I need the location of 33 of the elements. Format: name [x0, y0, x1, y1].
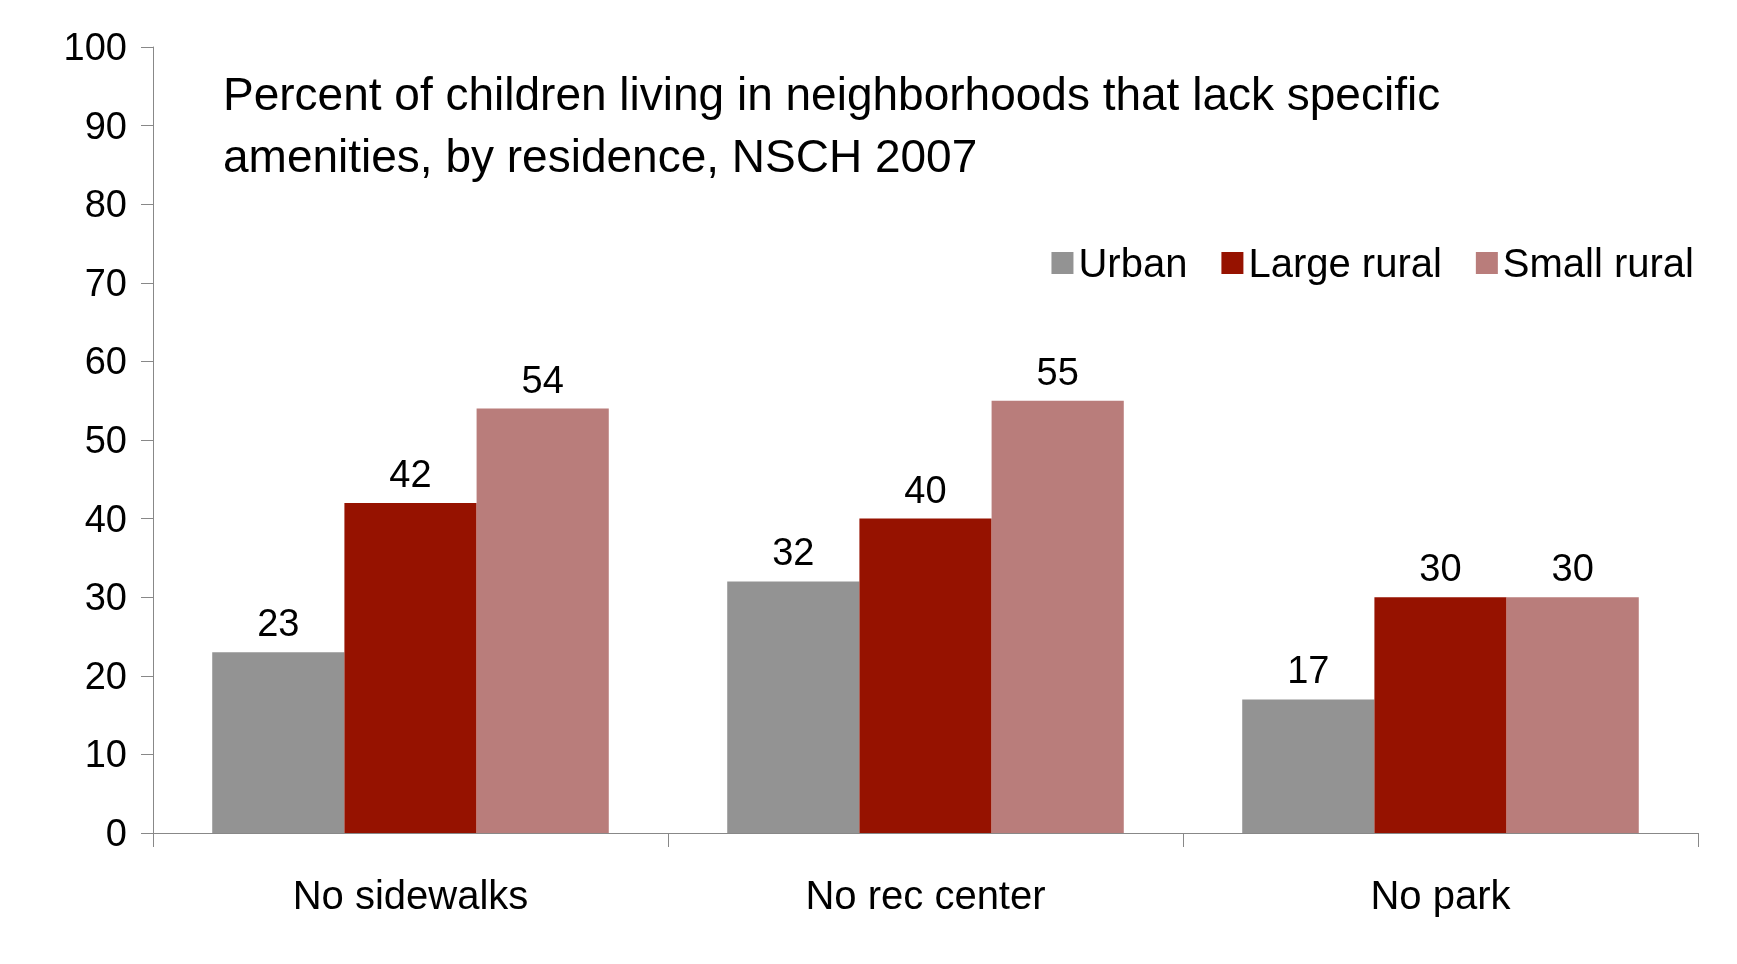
x-tick-label: No park [1370, 873, 1512, 917]
y-tick-label: 40 [84, 497, 127, 540]
bar [991, 400, 1124, 833]
bar [1374, 597, 1507, 833]
legend-label: Large rural [1248, 241, 1442, 285]
x-tick-label: No sidewalks [292, 873, 529, 917]
bar [859, 518, 992, 833]
legend-label: Urban [1078, 241, 1188, 285]
y-tick-label: 30 [84, 576, 127, 619]
x-tick-label: No rec center [805, 873, 1046, 917]
y-tick-label: 10 [84, 733, 127, 776]
data-label: 42 [389, 452, 432, 495]
y-tick-label: 90 [84, 104, 127, 147]
y-tick-label: 50 [84, 419, 127, 461]
text: Percent of children living in neighborhoods that lack specific amenities, by residence, NSCH 2007 [223, 68, 1441, 182]
data-label: 30 [1419, 547, 1462, 590]
bar [1506, 597, 1639, 833]
data-label: 55 [1036, 350, 1079, 393]
legend-label: Small rural [1502, 241, 1694, 285]
y-tick-label: 20 [84, 654, 127, 697]
data-label: 30 [1551, 547, 1594, 590]
y-tick-label: 70 [84, 261, 127, 304]
y-tick-label: 0 [105, 812, 127, 854]
bar [344, 502, 477, 833]
y-tick-label: 100 [63, 26, 127, 68]
data-label: 54 [521, 358, 564, 401]
y-tick-label: 60 [84, 340, 127, 383]
data-label: 17 [1287, 649, 1330, 692]
data-label: 23 [257, 602, 300, 645]
bar [476, 408, 609, 833]
data-label: 40 [904, 468, 947, 511]
y-tick-label: 80 [84, 183, 127, 226]
data-label: 32 [772, 531, 815, 574]
